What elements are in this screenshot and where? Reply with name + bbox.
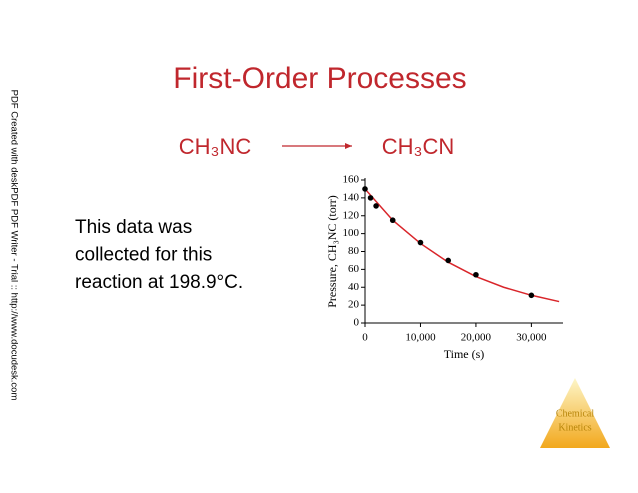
watermark: PDF Created with deskPDF PDF Writer - Tr… xyxy=(8,90,19,401)
y-tick-label: 20 xyxy=(348,299,360,311)
x-tick-label: 30,000 xyxy=(516,332,547,344)
logo-text: Kinetics xyxy=(558,422,591,433)
logo-text: Chemical xyxy=(556,408,595,419)
slide-title: First-Order Processes xyxy=(173,62,466,95)
y-tick-label: 80 xyxy=(348,245,360,257)
chart: 0 20 40 60 80 100 120 140 160 0 10,000 20,000 30,000… xyxy=(325,174,563,361)
data-point xyxy=(367,195,374,201)
reactant: CH₃NC xyxy=(179,134,252,159)
data-point xyxy=(417,239,424,246)
data-point xyxy=(389,217,396,224)
body-text: reaction at 198.9°C. xyxy=(75,272,243,293)
y-tick-label: 140 xyxy=(343,191,360,203)
fit-curve xyxy=(364,188,560,303)
body-text: This data was xyxy=(75,217,192,238)
x-tick-label: 10,000 xyxy=(405,332,436,344)
y-tick-label: 0 xyxy=(354,317,360,329)
data-point xyxy=(445,257,451,264)
y-tick-label: 100 xyxy=(343,227,360,239)
x-tick-label: 0 xyxy=(362,332,368,344)
body-text: collected for this xyxy=(75,245,212,266)
logo-triangle xyxy=(540,378,610,448)
y-tick-label: 60 xyxy=(348,263,360,275)
y-tick-label: 120 xyxy=(343,209,360,221)
y-axis-label: Pressure, CH₃NC (torr) xyxy=(325,195,339,308)
product: CH₃CN xyxy=(382,134,455,159)
x-axis-label: Time (s) xyxy=(444,347,485,361)
x-tick-label: 20,000 xyxy=(461,332,492,344)
y-tick-label: 40 xyxy=(348,281,360,293)
data-point xyxy=(473,271,479,278)
y-tick-label: 160 xyxy=(343,174,360,186)
arrow-head xyxy=(345,143,352,149)
data-point xyxy=(373,203,379,209)
data-point xyxy=(528,292,535,299)
data-point xyxy=(362,186,368,192)
